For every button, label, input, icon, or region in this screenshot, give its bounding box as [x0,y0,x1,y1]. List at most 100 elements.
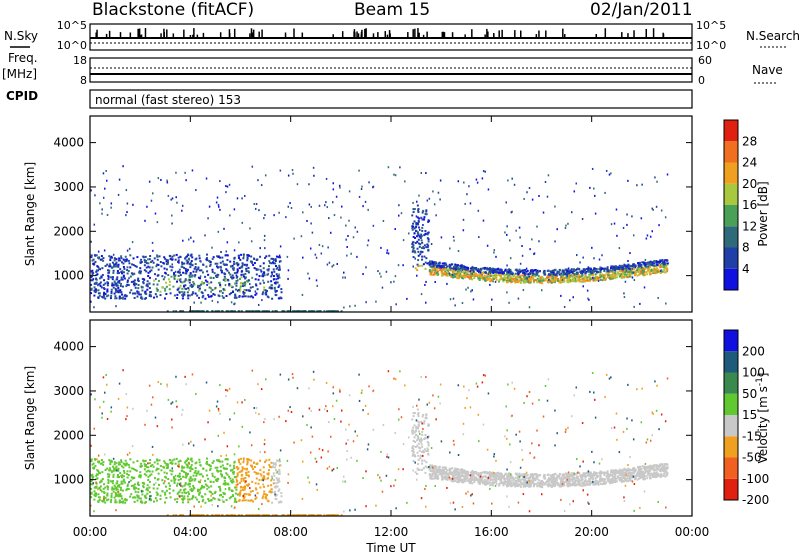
power-point [184,257,187,260]
power-point [457,277,460,280]
power-point [607,274,610,277]
power-point [466,275,469,278]
velocity-point [644,471,647,474]
velocity-point [145,488,148,491]
velocity-point [242,477,245,480]
power-point [479,277,482,280]
power-point [624,280,627,283]
power-point [471,265,474,268]
velocity-point [450,477,453,480]
power-point [124,277,127,280]
velocity-point [190,497,193,500]
power-point [230,285,233,288]
power-point [516,271,519,274]
velocity-point [262,466,265,469]
power-point [437,267,440,270]
power-point [277,256,280,259]
power-point [414,236,417,239]
velocity-point [114,467,117,470]
velocity-point [205,460,208,463]
power-point [163,256,166,259]
power-point [211,246,213,249]
power-point [179,284,182,287]
power-point [235,282,238,285]
velocity-point [207,477,210,480]
power-point [172,285,175,288]
velocity-point [416,467,419,470]
power-point [238,277,241,280]
velocity-point [133,486,136,489]
power-point [631,215,633,218]
velocity-point [139,497,142,500]
power-point [504,231,506,234]
power-point [273,270,276,273]
velocity-point [477,478,480,481]
velocity-point [254,482,257,485]
velocity-point [108,467,111,470]
velocity-point [546,479,549,482]
power-point [247,254,250,257]
velocity-point [140,464,143,467]
power-point [115,261,118,264]
velocity-point [123,463,126,466]
power-point [165,281,168,284]
power-point [613,222,616,225]
power-point [328,217,330,220]
power-point [101,212,103,215]
power-point [228,183,231,186]
power-point [171,222,173,225]
power-point [185,272,188,275]
velocity-point [142,485,145,488]
power-point [101,295,104,298]
power-point [506,233,508,236]
power-point [238,267,241,270]
velocity-point [91,473,94,476]
power-point [461,270,464,273]
power-point [652,270,655,273]
velocity-point [225,472,228,475]
power-point [278,211,280,214]
velocity-point [589,475,592,478]
velocity-point [117,476,120,479]
velocity-point [117,493,120,496]
velocity-point [153,500,156,503]
power-point [250,295,253,298]
velocity-point [189,465,192,468]
power-point [430,271,433,274]
power-point [492,277,495,280]
power-point [144,255,147,258]
velocity-point [216,479,219,482]
power-point [199,275,202,278]
power-point [633,267,636,270]
power-point [644,263,647,266]
power-point [507,268,510,271]
power-point [182,293,185,296]
velocity-point [247,475,250,478]
power-point [462,218,465,221]
power-point [660,264,663,267]
power-point [137,287,140,290]
power-point [453,265,456,268]
power-point [262,262,265,265]
power-point [229,260,232,263]
power-point [270,280,273,283]
power-point [629,267,632,270]
velocity-point [111,488,114,491]
power-point [564,268,567,271]
velocity-point [222,467,225,470]
power-point [122,276,125,279]
velocity-point [270,488,273,491]
power-point [420,233,423,236]
power-point [120,276,123,279]
velocity-point [417,430,420,433]
power-point [251,165,254,168]
power-point [524,277,527,280]
power-point [452,275,455,278]
velocity-point [642,477,645,480]
power-point [620,268,623,271]
velocity-point [589,474,592,477]
velocity-point [228,487,231,490]
velocity-point [417,442,420,445]
